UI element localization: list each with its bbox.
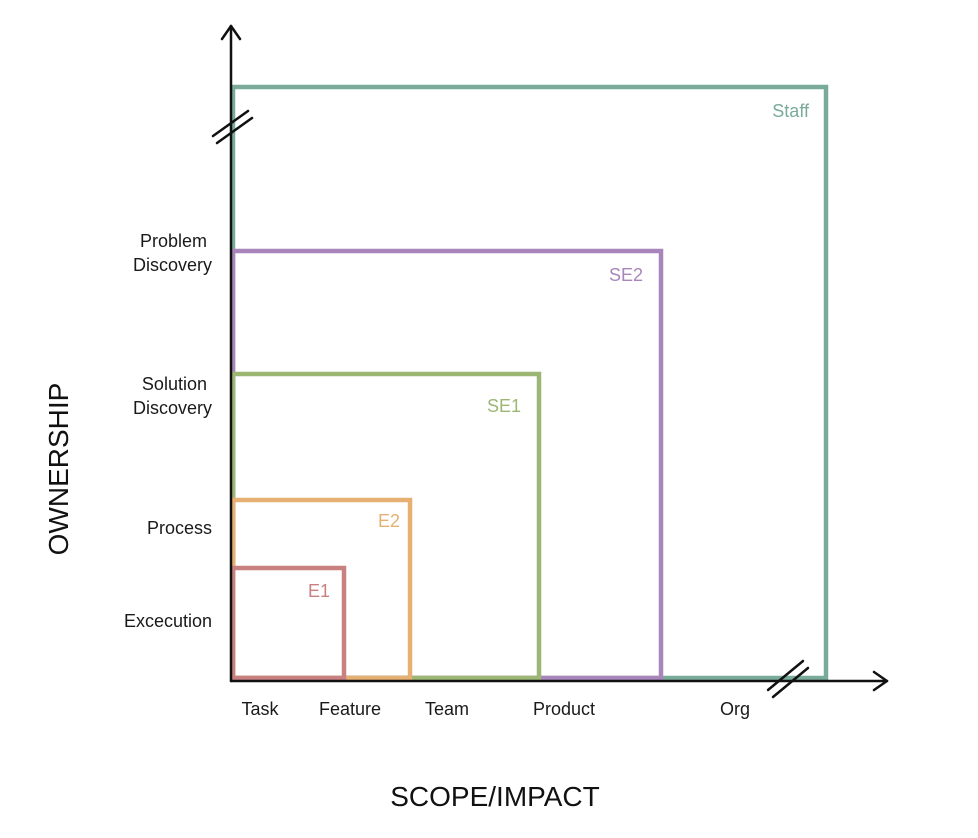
level-box-se2	[230, 248, 664, 681]
level-label-e1: E1	[308, 581, 330, 601]
level-label-staff: Staff	[772, 101, 810, 121]
x-tick-product: Product	[533, 699, 595, 719]
y-tick-execution: Excecution	[124, 611, 212, 631]
level-box-e1	[230, 565, 347, 681]
y-axis-break-mark	[211, 109, 254, 145]
x-tick-feature: Feature	[319, 699, 381, 719]
x-axis-title: SCOPE/IMPACT	[390, 781, 600, 812]
y-tick-problem-discovery: Problem Discovery	[133, 231, 212, 275]
x-axis-arrowhead	[872, 670, 889, 692]
y-axis-arrowhead	[220, 24, 242, 41]
y-axis-title: OWNERSHIP	[43, 383, 74, 556]
x-tick-org: Org	[720, 699, 750, 719]
x-tick-team: Team	[425, 699, 469, 719]
y-tick-process: Process	[147, 518, 212, 538]
level-label-se2: SE2	[609, 265, 643, 285]
y-tick-solution-discovery: Solution Discovery	[133, 374, 212, 418]
level-label-se1: SE1	[487, 396, 521, 416]
x-tick-task: Task	[241, 699, 279, 719]
level-label-e2: E2	[378, 511, 400, 531]
x-axis-break-mark	[766, 659, 810, 699]
